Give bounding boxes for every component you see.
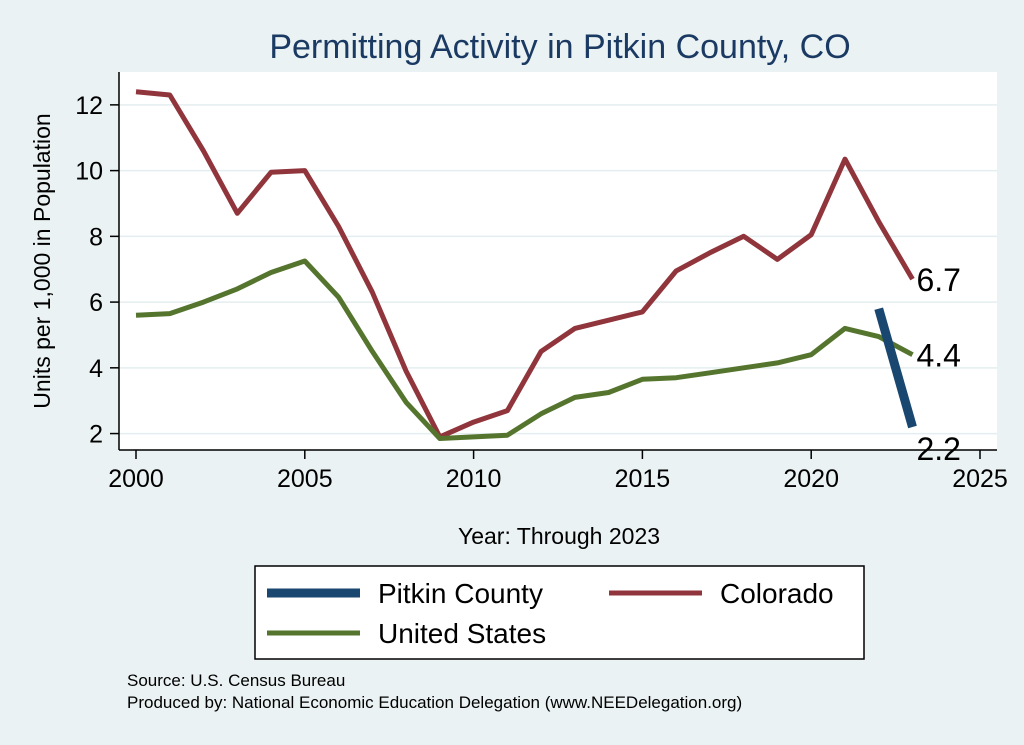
end-label-united-states: 4.4 (916, 338, 960, 374)
series-lines (135, 89, 917, 441)
legend-label-united-states: United States (378, 618, 546, 649)
grid (119, 104, 997, 435)
producer-note: Produced by: National Economic Education… (127, 693, 742, 712)
end-label-colorado: 6.7 (916, 262, 960, 298)
source-note: Source: U.S. Census Bureau (127, 671, 345, 690)
x-axis-ticks: 2000 2005 2010 2015 2020 2025 (108, 450, 1008, 493)
y-tick-label-10: 10 (75, 158, 103, 186)
y-tick-label-6: 6 (89, 289, 103, 317)
series-line-united-states (135, 258, 914, 441)
end-label-pitkin-county: 2.2 (916, 431, 960, 467)
x-tick-label-2000: 2000 (108, 465, 164, 493)
y-axis-ticks: 2 4 6 8 10 12 (75, 92, 119, 449)
legend-box (254, 565, 865, 660)
end-labels: 6.7 4.4 2.2 (916, 262, 960, 467)
y-tick-label-2: 2 (89, 421, 103, 449)
legend-label-colorado: Colorado (720, 578, 834, 609)
y-tick-label-12: 12 (75, 92, 103, 120)
x-tick-label-2020: 2020 (783, 465, 839, 493)
y-axis-title: Units per 1,000 in Population (29, 113, 55, 408)
x-tick-label-2010: 2010 (446, 465, 502, 493)
y-tick-label-8: 8 (89, 223, 103, 251)
x-axis-title: Year: Through 2023 (458, 523, 660, 549)
y-tick-label-4: 4 (89, 355, 103, 383)
x-tick-label-2025: 2025 (952, 465, 1008, 493)
x-tick-label-2005: 2005 (277, 465, 333, 493)
series-line-colorado (135, 89, 915, 440)
legend-label-pitkin-county: Pitkin County (378, 578, 543, 609)
legend: Pitkin County Colorado United States (254, 565, 865, 660)
plot-area (119, 72, 997, 450)
chart-title: Permitting Activity in Pitkin County, CO (269, 28, 850, 66)
x-tick-label-2015: 2015 (615, 465, 671, 493)
series-line-pitkin-county (874, 307, 917, 429)
